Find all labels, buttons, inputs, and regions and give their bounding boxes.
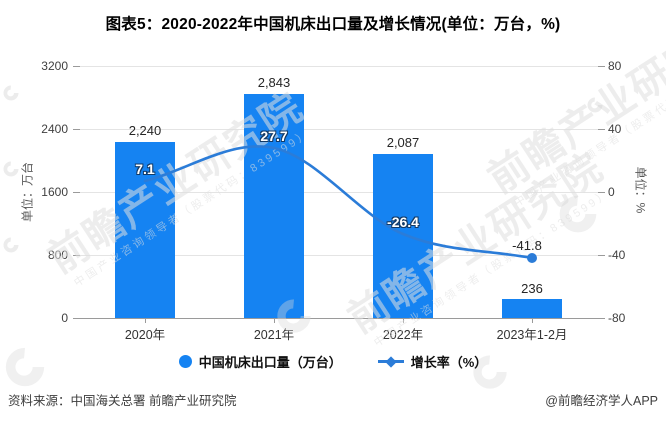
legend-item-exports: 中国机床出口量（万台） xyxy=(178,352,342,371)
bar-value-label: 236 xyxy=(521,281,543,296)
line-value-label: 27.7 xyxy=(260,128,288,144)
bar-2021 xyxy=(244,94,304,318)
x-axis-tick xyxy=(532,318,533,323)
gridline xyxy=(80,255,598,256)
x-axis-category: 2023年1-2月 xyxy=(496,328,568,342)
right-axis-tick xyxy=(598,66,605,67)
right-axis-tick xyxy=(598,192,605,193)
gridline xyxy=(80,192,598,193)
chart-legend: 中国机床出口量（万台） 增长率（%） xyxy=(0,352,666,371)
chart-title: 图表5：2020-2022年中国机床出口量及增长情况(单位：万台，%) xyxy=(105,16,561,33)
x-axis-tick xyxy=(274,318,275,323)
gridline xyxy=(80,129,598,130)
x-axis-category: 2020年 xyxy=(124,328,166,342)
left-axis-label: 1600 xyxy=(41,185,68,199)
gridline xyxy=(80,66,598,67)
line-value-label: 7.1 xyxy=(135,161,155,177)
x-axis-tick xyxy=(145,318,146,323)
left-axis-tick xyxy=(73,192,80,193)
brand-credit-text: @前瞻经济学人APP xyxy=(545,394,658,408)
left-axis-tick xyxy=(73,255,80,256)
bar-value-label: 2,240 xyxy=(128,123,162,138)
left-axis-label: 800 xyxy=(47,248,68,262)
line-end-marker xyxy=(527,253,537,263)
bar-2023 xyxy=(502,299,562,318)
bar-2022 xyxy=(373,154,433,318)
x-axis-category: 2022年 xyxy=(382,328,424,342)
line-series-marker-icon xyxy=(377,355,404,368)
legend-item-growth: 增长率（%） xyxy=(377,352,488,371)
chart-footer: 资料来源：中国海关总署 前瞻产业研究院 @前瞻经济学人APP xyxy=(0,390,666,409)
bar-value-label: 2,087 xyxy=(386,135,420,150)
left-axis-label: 0 xyxy=(61,311,68,325)
right-axis-tick xyxy=(598,318,605,319)
left-axis-tick xyxy=(73,318,80,319)
x-axis-line xyxy=(80,318,598,319)
line-value-label: -26.4 xyxy=(387,214,419,230)
line-value-label: -41.8 xyxy=(512,238,542,253)
legend-label: 增长率（%） xyxy=(410,355,488,370)
left-axis-tick xyxy=(73,66,80,67)
legend-label: 中国机床出口量（万台） xyxy=(198,355,342,370)
right-axis-label: -80 xyxy=(608,311,626,325)
right-axis-tick xyxy=(598,129,605,130)
bar-2020 xyxy=(115,142,175,318)
right-axis-tick xyxy=(598,255,605,256)
left-axis-label: 2400 xyxy=(41,122,68,136)
left-axis-label: 3200 xyxy=(41,59,68,73)
right-axis-label: 80 xyxy=(608,59,622,73)
x-axis-tick xyxy=(403,318,404,323)
bar-series-marker-icon xyxy=(178,355,192,368)
right-axis-label: 0 xyxy=(608,185,615,199)
bar-value-label: 2,843 xyxy=(257,75,291,90)
right-axis-label: 40 xyxy=(608,122,622,136)
x-axis-category: 2021年 xyxy=(253,328,295,342)
data-source-text: 资料来源：中国海关总署 前瞻产业研究院 xyxy=(8,394,237,408)
left-axis-tick xyxy=(73,129,80,130)
right-axis-label: -40 xyxy=(608,248,626,262)
